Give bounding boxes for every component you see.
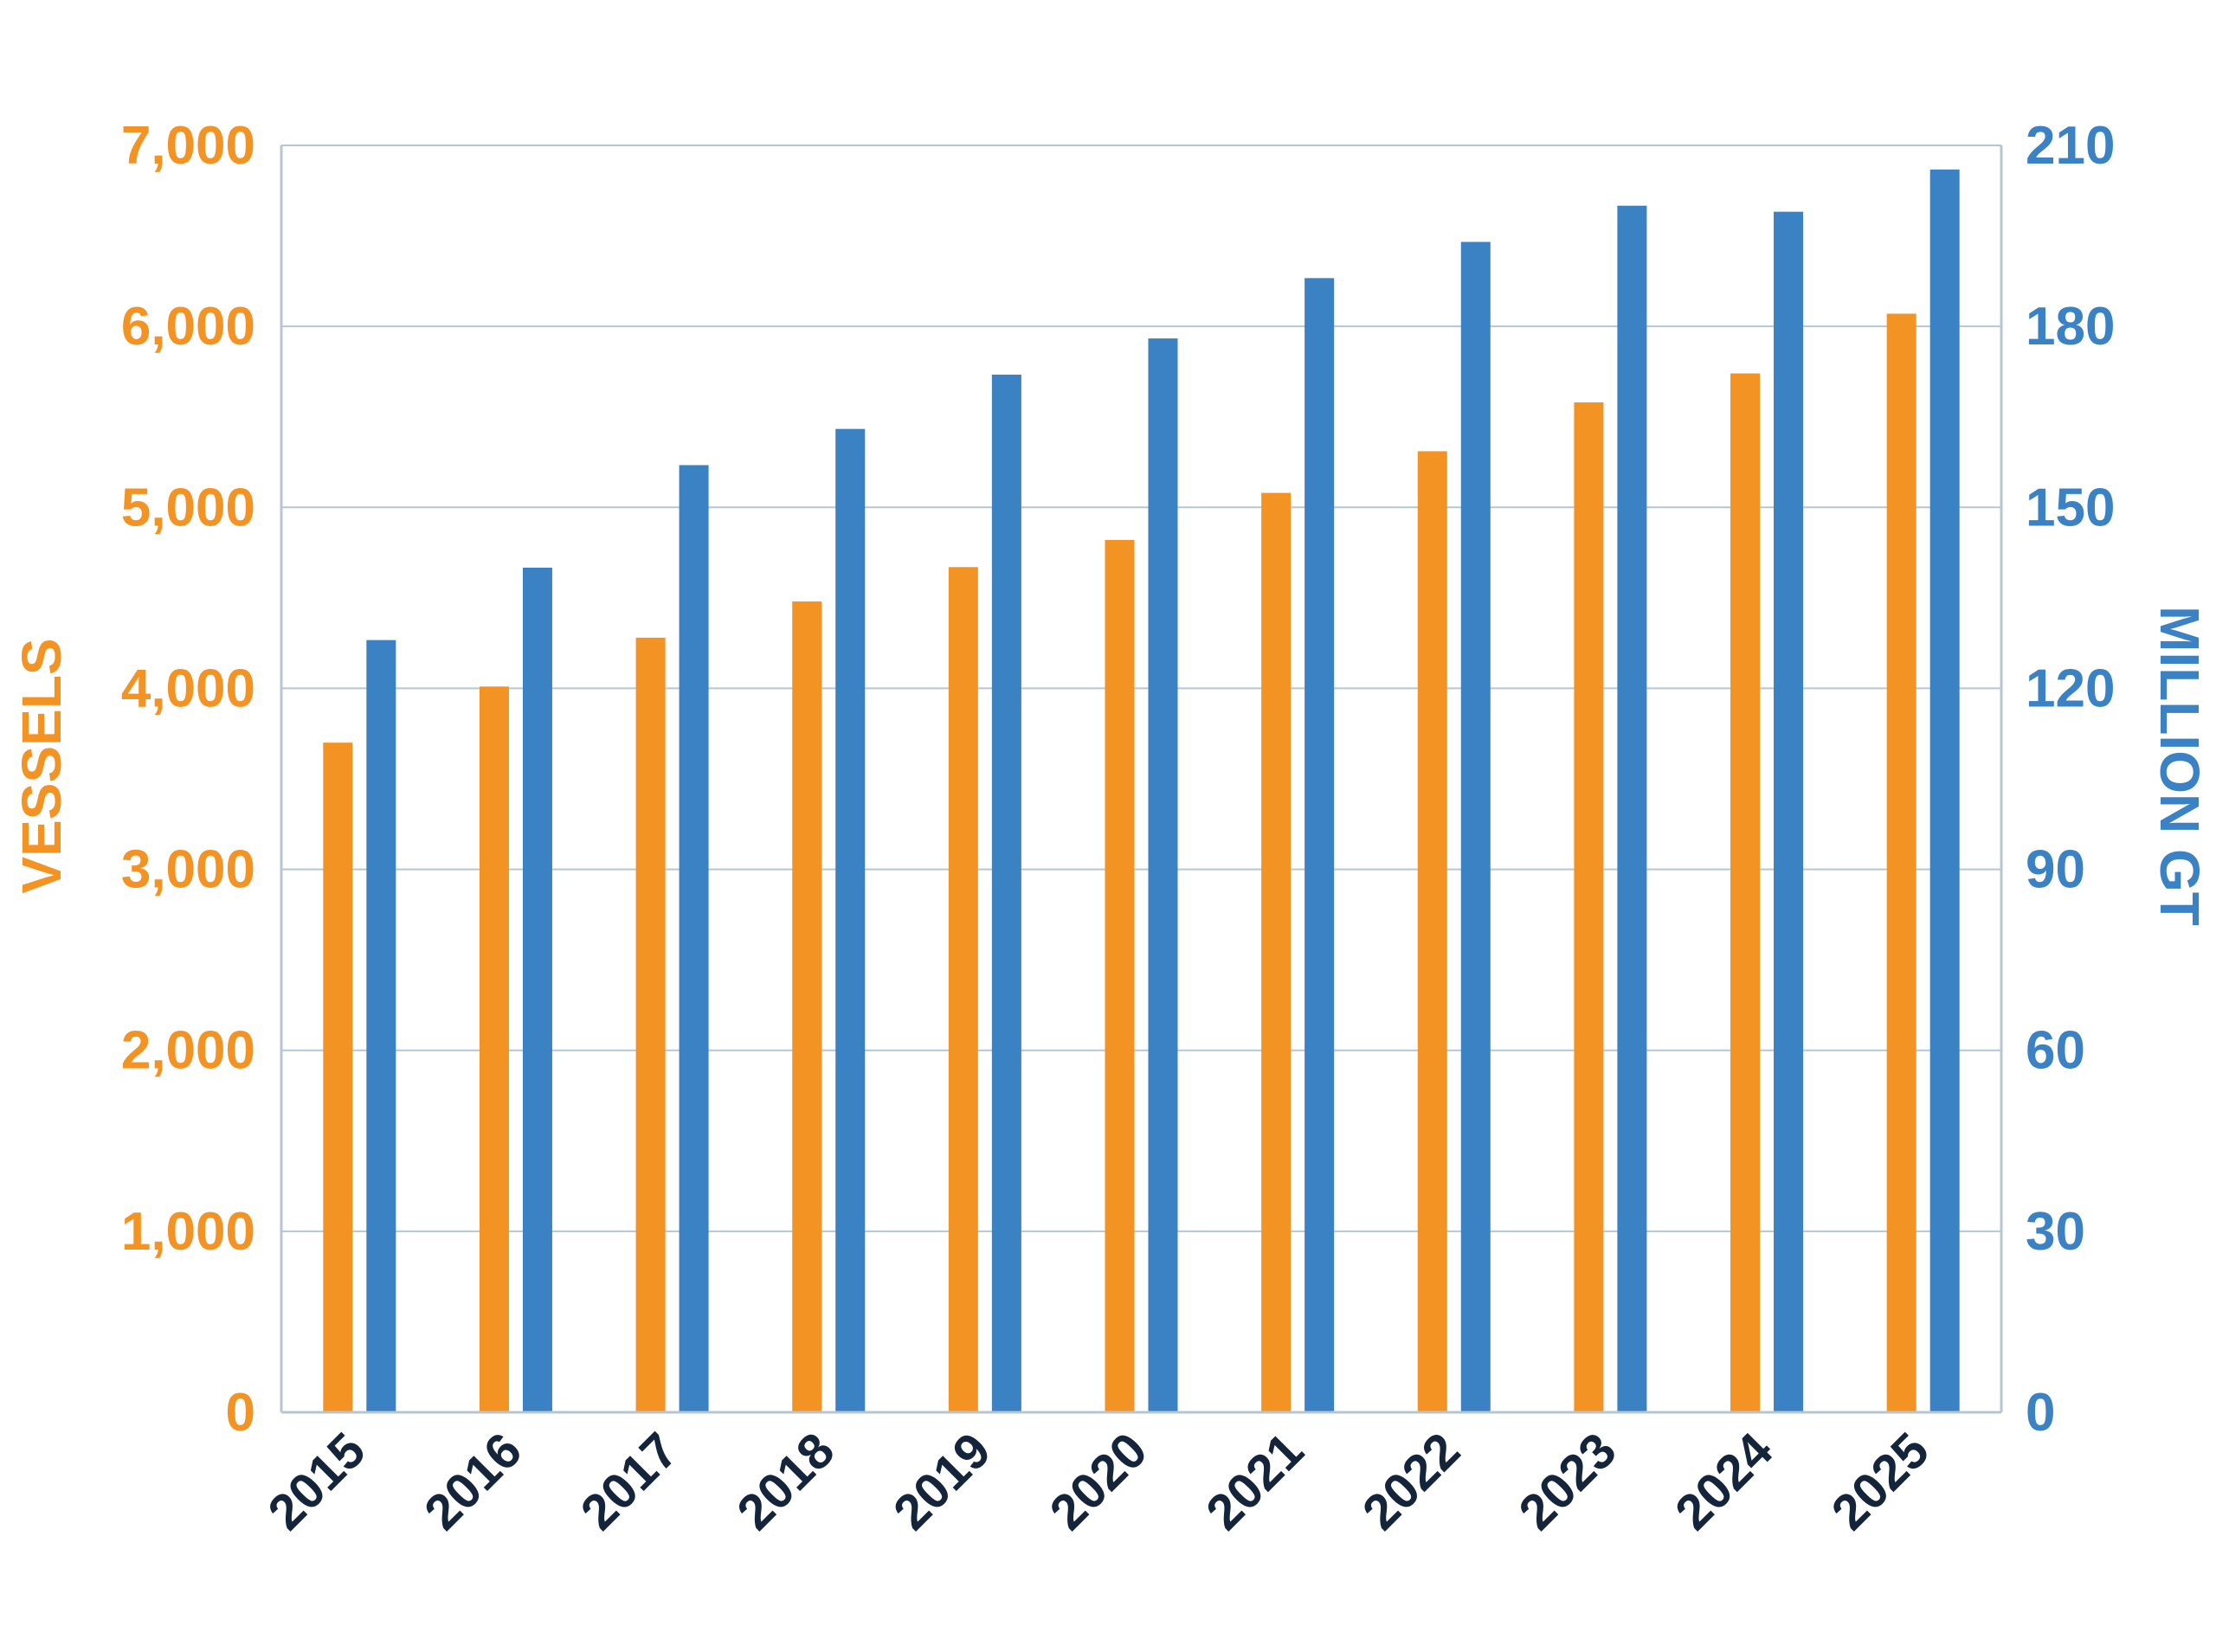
- million-gt-bar-2023: [1617, 205, 1647, 1413]
- gridlines: [281, 145, 2001, 1232]
- x-tick-label: 2021: [1195, 1422, 1314, 1540]
- left-tick-label: 6,000: [121, 297, 255, 357]
- right-tick-label: 150: [2026, 478, 2115, 537]
- vessels-bar-2024: [1730, 373, 1761, 1412]
- vessels-bar-2015: [323, 742, 353, 1412]
- million-gt-bar-2022: [1460, 241, 1491, 1412]
- left-tick-label: 0: [226, 1383, 255, 1443]
- x-tick-label: 2016: [414, 1422, 532, 1540]
- x-axis-ticks: 2015 2016 2017 2018 2019 2020 2021 2022 2023 2024…: [257, 1422, 1940, 1540]
- vessels-bar-2016: [479, 686, 509, 1412]
- left-axis-ticks: 0 1,000 2,000 3,000 4,000 5,000 6,000 7,000: [121, 116, 255, 1443]
- vessels-bar-2023: [1574, 402, 1604, 1412]
- vessels-bar-2019: [948, 567, 978, 1412]
- right-axis-title: MILLION GT: [2148, 606, 2211, 926]
- right-axis-ticks: 0 30 60 90 120 150 180 210: [2026, 116, 2115, 1443]
- million-gt-bar-2024: [1774, 211, 1804, 1413]
- vessels-bar-2018: [792, 601, 822, 1412]
- x-tick-label: 2019: [883, 1422, 1002, 1540]
- million-gt-bar-2019: [991, 374, 1021, 1412]
- vessels-bar-2022: [1417, 451, 1447, 1412]
- vessels-bar-2021: [1261, 492, 1292, 1413]
- million-gt-bar-2021: [1304, 278, 1335, 1412]
- x-tick-label: 2020: [1039, 1422, 1157, 1540]
- right-tick-label: 210: [2026, 116, 2115, 176]
- right-tick-label: 180: [2026, 297, 2115, 357]
- x-tick-label: 2022: [1352, 1422, 1471, 1540]
- million-gt-bar-2015: [366, 640, 396, 1412]
- million-gt-bar-2025: [1929, 169, 1960, 1412]
- x-tick-label: 2017: [570, 1422, 689, 1540]
- vessels-bar-2017: [635, 637, 666, 1412]
- x-tick-label: 2018: [726, 1422, 845, 1540]
- right-tick-label: 90: [2026, 840, 2085, 900]
- left-tick-label: 2,000: [121, 1021, 255, 1081]
- vessels-bar-2025: [1886, 313, 1916, 1412]
- million-gt-bar-2020: [1148, 338, 1178, 1413]
- right-tick-label: 60: [2026, 1021, 2085, 1081]
- vessels-bar-2020: [1105, 539, 1135, 1412]
- million-gt-bar-2017: [679, 465, 709, 1412]
- x-tick-label: 2023: [1508, 1422, 1627, 1540]
- million-gt-bar-2016: [522, 568, 552, 1412]
- million-gt-bar-2018: [835, 428, 866, 1413]
- axes: [280, 145, 2003, 1414]
- x-tick-label: 2025: [1821, 1422, 1940, 1540]
- right-tick-label: 0: [2026, 1383, 2055, 1443]
- left-tick-label: 7,000: [121, 116, 255, 176]
- left-axis-title: VESSELS: [10, 638, 73, 893]
- right-tick-label: 120: [2026, 659, 2115, 718]
- bars: [323, 169, 1960, 1413]
- left-tick-label: 1,000: [121, 1202, 255, 1262]
- x-tick-label: 2024: [1665, 1422, 1783, 1540]
- x-tick-label: 2015: [257, 1422, 376, 1540]
- left-tick-label: 4,000: [121, 659, 255, 718]
- left-tick-label: 5,000: [121, 478, 255, 537]
- left-tick-label: 3,000: [121, 840, 255, 900]
- right-tick-label: 30: [2026, 1202, 2085, 1262]
